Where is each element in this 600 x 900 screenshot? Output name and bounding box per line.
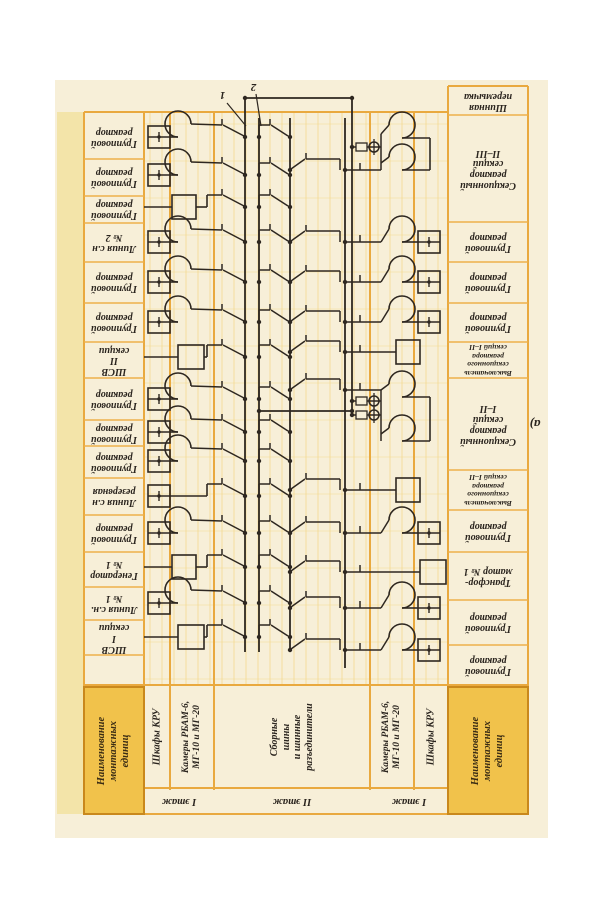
table-grid: [83, 85, 529, 815]
bay-label: Групповой реактор: [464, 521, 512, 543]
footer-sbornye-label: Сборные шины и шинные разъединители: [269, 702, 315, 771]
bay-label: Групповой реактор: [90, 452, 138, 474]
bay-label: Линия с.н. № 1: [90, 593, 138, 616]
schematic-ink: [144, 93, 447, 668]
bay-label: Выключатель секционного реактора секций …: [464, 473, 512, 509]
footer-shkafy-left-label: Шкафы КРУ: [151, 708, 163, 765]
footer-shkafy-left: Шкафы КРУ: [144, 685, 170, 788]
bay-label: Групповой реактор: [464, 272, 512, 295]
bay-label: Групповой реактор: [464, 232, 512, 254]
bay-label: Трансфор- матор № 1: [463, 566, 513, 588]
footer-shkafy-right: Шкафы КРУ: [414, 685, 448, 788]
footer-sbornye: Сборные шины и шинные разъединители: [214, 685, 370, 788]
footer-kamery-left: Камеры РБАМ-6, МГ-10 и МГ-20: [170, 685, 214, 788]
bay-label: Генератор № 1: [90, 559, 138, 582]
bay-label: Групповой реактор: [90, 199, 138, 222]
footer-name-box-left: Наименование монтажных единиц: [84, 687, 144, 814]
graph-grid: [144, 112, 448, 685]
bay-label: Линия с.н № 2: [92, 232, 136, 255]
bay-label: Групповой реактор: [464, 612, 512, 635]
bay-label: Секционный реактор секций II–III: [460, 147, 516, 192]
footer-name-box-right: Наименование монтажных единиц: [448, 687, 528, 814]
bay-label: ШСВ II секции: [98, 344, 130, 378]
bay-label: Групповой реактор: [90, 167, 138, 190]
bay-label: Шинная перемычка: [463, 91, 513, 114]
bay-label: Групповой реактор: [464, 312, 512, 335]
floor-label: I этаж: [161, 795, 197, 807]
footer-kamery-right: Камеры РБАМ-6, МГ-10 и МГ-20: [370, 685, 414, 788]
bay-label: Секционный реактор секций I–II: [460, 403, 516, 447]
footer-shkafy-right-label: Шкафы КРУ: [425, 708, 437, 765]
callout-2: 2: [250, 81, 257, 94]
footer-name-box-right-label: Наименование монтажных единиц: [469, 716, 506, 785]
bay-label: Групповой реактор: [464, 655, 512, 677]
bay-label: Групповой реактор: [90, 389, 138, 411]
bay-label: Выключатель секционного реактора секций …: [464, 343, 512, 379]
footer-name-box-left-label: Наименование монтажных единиц: [95, 716, 132, 785]
floor-label: II этаж: [272, 795, 312, 807]
callout-1: 1: [219, 89, 226, 102]
floor-label: I этаж: [391, 795, 427, 807]
bay-label: Групповой реактор: [90, 272, 138, 295]
bay-label: Групповой реактор: [90, 523, 138, 546]
bay-label: Групповой реактор: [90, 312, 138, 335]
bay-label: ШСВ I секции: [98, 622, 130, 655]
footer-kamery-right-label: Камеры РБАМ-6, МГ-10 и МГ-20: [381, 700, 402, 773]
bay-label: Групповой реактор: [90, 423, 138, 445]
footer-kamery-left-label: Камеры РБАМ-6, МГ-10 и МГ-20: [181, 700, 202, 773]
yellow-edge-strip: [57, 112, 84, 814]
bay-label: Линия с.н резервная: [92, 486, 136, 509]
bay-label: Групповой реактор: [90, 127, 138, 149]
